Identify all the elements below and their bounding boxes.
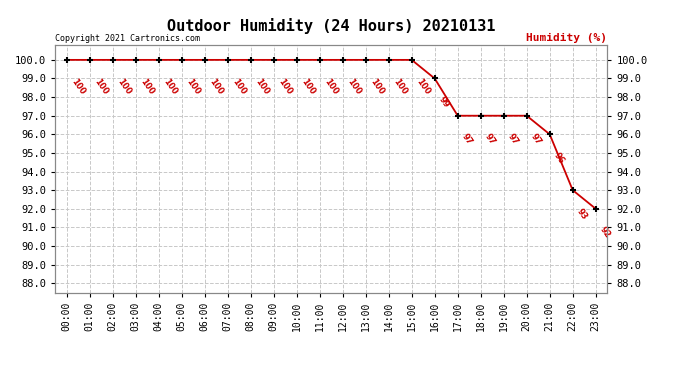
Text: 100: 100 [208, 76, 225, 96]
Text: 100: 100 [230, 76, 248, 96]
Text: 96: 96 [553, 151, 566, 166]
Text: 100: 100 [391, 76, 408, 96]
Text: 100: 100 [368, 76, 386, 96]
Text: 100: 100 [277, 76, 294, 96]
Text: 100: 100 [299, 76, 317, 96]
Text: 100: 100 [161, 76, 179, 96]
Text: 100: 100 [253, 76, 270, 96]
Text: 97: 97 [506, 132, 520, 147]
Text: 92: 92 [598, 225, 613, 240]
Text: 97: 97 [460, 132, 475, 147]
Text: 97: 97 [484, 132, 497, 147]
Text: 100: 100 [70, 76, 87, 96]
Text: 100: 100 [322, 76, 339, 96]
Text: Outdoor Humidity (24 Hours) 20210131: Outdoor Humidity (24 Hours) 20210131 [167, 18, 495, 34]
Text: 100: 100 [184, 76, 201, 96]
Text: Copyright 2021 Cartronics.com: Copyright 2021 Cartronics.com [55, 33, 200, 42]
Text: 99: 99 [437, 95, 451, 110]
Text: 100: 100 [115, 76, 132, 96]
Text: 93: 93 [575, 207, 589, 221]
Text: 100: 100 [139, 76, 156, 96]
Text: 100: 100 [346, 76, 363, 96]
Text: 100: 100 [92, 76, 110, 96]
Text: Humidity (%): Humidity (%) [526, 33, 607, 42]
Text: 100: 100 [415, 76, 432, 96]
Text: 97: 97 [529, 132, 544, 147]
